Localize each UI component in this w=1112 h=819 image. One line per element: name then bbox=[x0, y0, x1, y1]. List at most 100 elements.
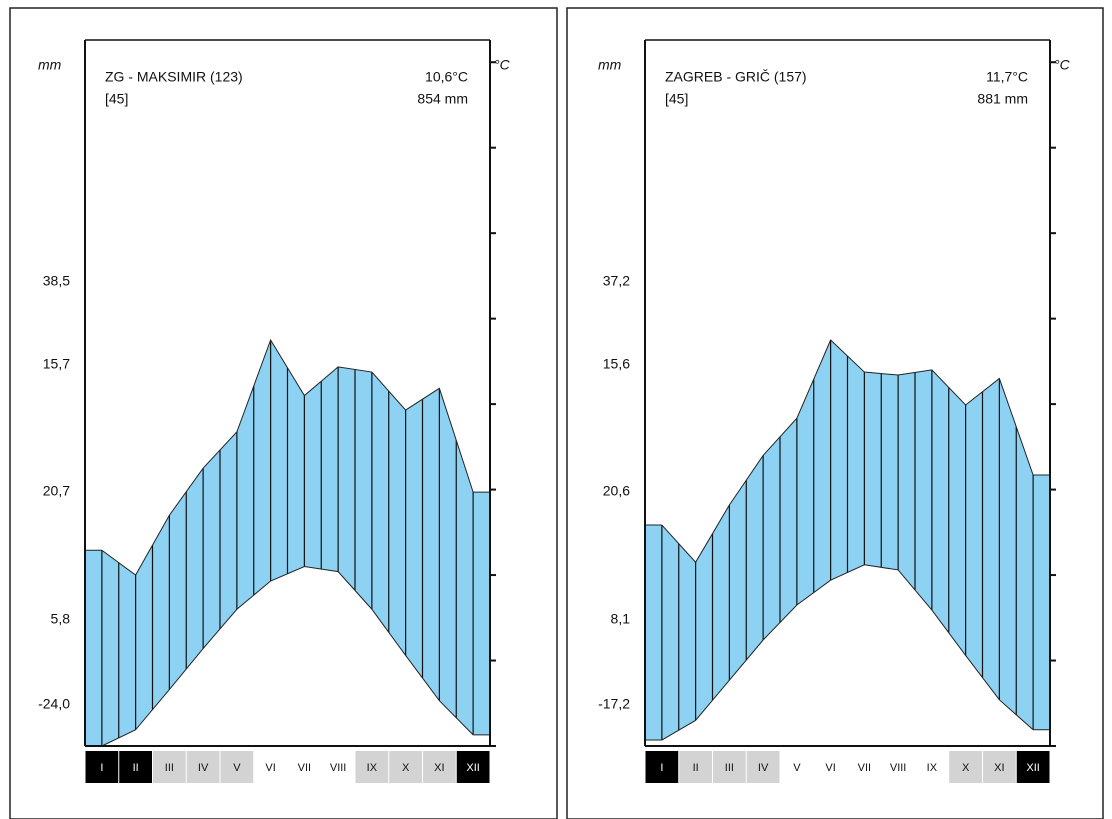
y-axis-label: mm bbox=[38, 57, 62, 73]
month: I bbox=[85, 751, 119, 783]
station-title: ZG - MAKSIMIR (123) bbox=[105, 69, 243, 85]
month-box bbox=[645, 751, 679, 783]
month-label: IX bbox=[367, 762, 378, 774]
month-box bbox=[288, 751, 321, 783]
month-label: XI bbox=[434, 762, 444, 774]
month: IX bbox=[355, 751, 389, 783]
month: XI bbox=[423, 751, 456, 783]
month-box bbox=[983, 751, 1016, 783]
month-box bbox=[423, 751, 456, 783]
series-line bbox=[101, 338, 474, 576]
month-box bbox=[389, 751, 422, 783]
annual-precipitation: 854 mm bbox=[417, 91, 468, 107]
month: X bbox=[389, 751, 422, 783]
month-box bbox=[881, 751, 915, 783]
side-label: -17,2 bbox=[598, 696, 630, 712]
month-box bbox=[713, 751, 746, 783]
month-label: I bbox=[100, 762, 103, 774]
month-label: III bbox=[725, 762, 734, 774]
month: XI bbox=[983, 751, 1016, 783]
month: IV bbox=[746, 751, 780, 783]
month-box bbox=[456, 751, 490, 783]
month: V bbox=[220, 751, 254, 783]
side-label: 37,2 bbox=[603, 273, 630, 289]
month-box bbox=[780, 751, 814, 783]
month-label: X bbox=[962, 762, 970, 774]
series-line bbox=[661, 564, 1034, 741]
y2-axis-label: °C bbox=[494, 57, 511, 73]
month: VIII bbox=[321, 751, 355, 783]
y-axis-label: mm bbox=[598, 57, 622, 73]
mean-temperature: 10,6°C bbox=[425, 69, 468, 85]
month-box bbox=[186, 751, 220, 783]
month: VI bbox=[814, 751, 847, 783]
month-box bbox=[915, 751, 949, 783]
month-box bbox=[679, 751, 712, 783]
month-label: XII bbox=[1026, 762, 1039, 774]
month-box bbox=[220, 751, 254, 783]
annual-precipitation: 881 mm bbox=[977, 91, 1028, 107]
climate-chart: mm °C ZG - MAKSIMIR (123) [45] 10,6°C 854 mm 3… bbox=[38, 39, 511, 783]
month: VII bbox=[848, 751, 881, 783]
month: XII bbox=[1016, 751, 1050, 783]
month-box bbox=[254, 751, 287, 783]
month: V bbox=[780, 751, 814, 783]
month-label: V bbox=[793, 762, 801, 774]
station-years: [45] bbox=[105, 91, 128, 107]
month-box bbox=[153, 751, 186, 783]
month: II bbox=[679, 751, 712, 783]
side-label: 15,7 bbox=[43, 356, 70, 372]
side-label: -24,0 bbox=[38, 696, 70, 712]
month: II bbox=[119, 751, 152, 783]
month-label: V bbox=[233, 762, 241, 774]
side-label: 38,5 bbox=[43, 273, 70, 289]
month: VI bbox=[254, 751, 287, 783]
month-label: VII bbox=[858, 762, 871, 774]
month-label: VI bbox=[825, 762, 835, 774]
month-label: VIII bbox=[890, 762, 907, 774]
side-label: 5,8 bbox=[51, 611, 71, 627]
month: IV bbox=[186, 751, 220, 783]
month: VIII bbox=[881, 751, 915, 783]
month: IX bbox=[915, 751, 949, 783]
panel-frame bbox=[9, 7, 558, 819]
side-label: 20,7 bbox=[43, 483, 70, 499]
month-label: XI bbox=[994, 762, 1004, 774]
side-label: 15,6 bbox=[603, 356, 630, 372]
month-box bbox=[355, 751, 389, 783]
month-box bbox=[85, 751, 119, 783]
month-box bbox=[1016, 751, 1050, 783]
month-label: XII bbox=[466, 762, 479, 774]
side-label: 8,1 bbox=[611, 611, 631, 627]
month: XII bbox=[456, 751, 490, 783]
month-box bbox=[814, 751, 847, 783]
month-label: VII bbox=[298, 762, 311, 774]
series-line bbox=[101, 565, 474, 747]
month: I bbox=[645, 751, 679, 783]
month: X bbox=[949, 751, 982, 783]
month-label: II bbox=[133, 762, 139, 774]
station-years: [45] bbox=[665, 91, 688, 107]
month-label: IV bbox=[198, 762, 209, 774]
month-label: VI bbox=[265, 762, 275, 774]
y2-axis-label: °C bbox=[1054, 57, 1071, 73]
month-label: IX bbox=[927, 762, 938, 774]
month-label: X bbox=[402, 762, 410, 774]
mean-temperature: 11,7°C bbox=[986, 69, 1028, 85]
month-label: I bbox=[660, 762, 663, 774]
month-label: III bbox=[165, 762, 174, 774]
month-box bbox=[848, 751, 881, 783]
month-box bbox=[949, 751, 982, 783]
series-line bbox=[661, 339, 1034, 564]
month-label: IV bbox=[758, 762, 769, 774]
side-label: 20,6 bbox=[603, 483, 630, 499]
month: VII bbox=[288, 751, 321, 783]
climate-chart: mm °C ZAGREB - GRIČ (157) [45] 11,7°C 881 mm 3… bbox=[598, 39, 1071, 783]
month-label: VIII bbox=[330, 762, 347, 774]
month-box bbox=[119, 751, 152, 783]
station-title: ZAGREB - GRIČ (157) bbox=[665, 69, 807, 85]
month-label: II bbox=[693, 762, 699, 774]
month-box bbox=[321, 751, 355, 783]
month: III bbox=[713, 751, 746, 783]
